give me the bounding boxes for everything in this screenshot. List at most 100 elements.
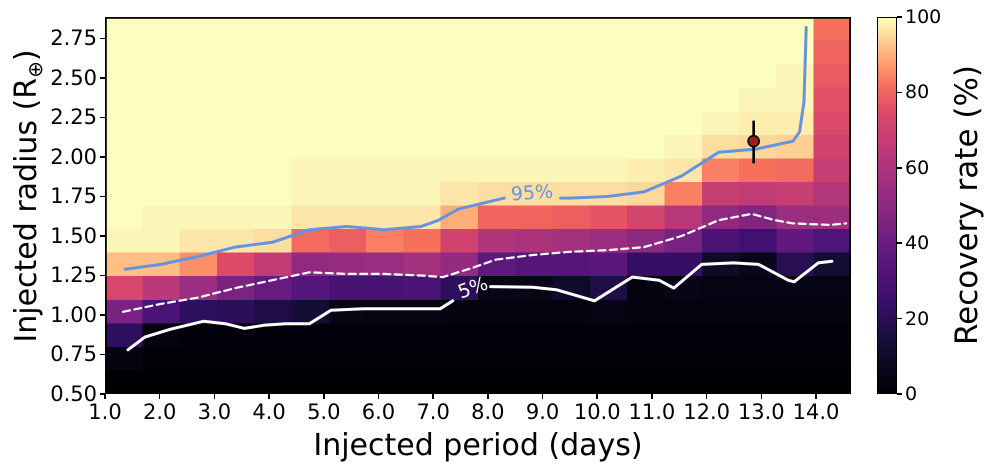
heatmap-cell xyxy=(515,181,554,207)
heatmap-cell xyxy=(664,299,703,324)
heatmap-cell xyxy=(105,346,143,372)
y-tick-mark xyxy=(100,77,105,79)
heatmap-cell xyxy=(254,134,293,159)
heatmap-cell xyxy=(440,229,479,254)
x-tick-label: 11.0 xyxy=(628,400,676,424)
heatmap-cell xyxy=(105,64,143,89)
heatmap-cell xyxy=(142,276,181,301)
heatmap-cell xyxy=(179,87,218,112)
colorbar-tick-mark xyxy=(897,167,902,169)
heatmap-cell xyxy=(291,40,330,65)
heatmap-cell xyxy=(701,158,740,183)
heatmap-cell xyxy=(739,276,777,301)
heatmap-cell xyxy=(478,229,516,254)
x-tick-mark xyxy=(323,394,325,399)
heatmap-cell xyxy=(701,323,740,348)
heatmap-cell xyxy=(254,252,293,277)
heatmap-cell xyxy=(478,40,516,65)
heatmap-cell xyxy=(179,276,218,301)
y-axis-label-close: ) xyxy=(9,49,44,62)
heatmap-cell xyxy=(440,87,479,112)
heatmap-cell xyxy=(105,370,143,394)
heatmap-cell xyxy=(179,64,218,89)
heatmap-cell xyxy=(739,346,777,372)
heatmap-cell xyxy=(701,346,740,372)
contour-line-95 xyxy=(123,196,506,271)
heatmap-cell xyxy=(739,40,777,65)
heatmap-cell xyxy=(664,370,703,394)
heatmap-cell xyxy=(105,87,143,112)
heatmap-cell xyxy=(478,17,516,42)
heatmap-cell xyxy=(478,134,516,159)
heatmap-cell xyxy=(701,64,740,89)
x-tick-label: 7.0 xyxy=(416,400,450,424)
heatmap-cell xyxy=(403,158,442,183)
x-axis-label: Injected period (days) xyxy=(313,428,643,463)
heatmap-cell xyxy=(403,111,442,136)
heatmap-cell xyxy=(813,87,851,112)
colorbar-tick-label: 100 xyxy=(905,6,942,28)
x-tick-mark xyxy=(651,394,653,399)
heatmap-cell xyxy=(403,17,442,42)
x-tick-label: 1.0 xyxy=(88,400,122,424)
heatmap-cell xyxy=(403,346,442,372)
heatmap-cell xyxy=(216,346,255,372)
heatmap-cell xyxy=(776,252,815,277)
heatmap-cell xyxy=(589,252,628,277)
heatmap-cell xyxy=(627,252,666,277)
heatmap-cell xyxy=(179,323,218,348)
heatmap-cell xyxy=(403,64,442,89)
heatmap-cell xyxy=(515,158,554,183)
y-tick-label: 1.25 xyxy=(50,263,97,288)
heatmap-cell xyxy=(478,346,516,372)
heatmap-cell xyxy=(142,111,181,136)
heatmap-cell xyxy=(627,229,666,254)
heatmap-cell xyxy=(552,370,591,394)
x-tick-mark xyxy=(541,394,544,399)
heatmap-cell xyxy=(366,299,404,324)
heatmap-cell xyxy=(478,370,516,394)
heatmap-cell xyxy=(216,87,255,112)
heatmap-cell xyxy=(589,17,628,42)
plot-border xyxy=(105,17,851,394)
colorbar-tick-mark xyxy=(897,242,902,244)
candidate-marker xyxy=(747,134,760,148)
heatmap-cell xyxy=(142,229,181,254)
heatmap-cell xyxy=(216,134,255,159)
heatmap-cell xyxy=(328,252,367,277)
y-tick-mark xyxy=(100,195,105,198)
heatmap-cell xyxy=(776,299,815,324)
heatmap-cell xyxy=(328,229,367,254)
heatmap-cell xyxy=(552,158,591,183)
heatmap-cell xyxy=(813,276,851,301)
heatmap-cell xyxy=(515,134,554,159)
heatmap-cell xyxy=(179,134,218,159)
heatmap-cell xyxy=(813,158,851,183)
heatmap-cell xyxy=(589,111,628,136)
heatmap-cell xyxy=(105,181,143,207)
colorbar-tick-mark xyxy=(897,317,902,320)
heatmap-cell xyxy=(478,323,516,348)
heatmap-cell xyxy=(142,346,181,372)
colorbar-tick-mark xyxy=(897,91,902,94)
heatmap-cell xyxy=(552,205,591,230)
heatmap-cell xyxy=(403,252,442,277)
heatmap-cell xyxy=(701,87,740,112)
heatmap-cell xyxy=(627,64,666,89)
heatmap-cell xyxy=(216,64,255,89)
heatmap-cell xyxy=(664,64,703,89)
heatmap-cell xyxy=(142,64,181,89)
heatmap-cell xyxy=(403,370,442,394)
heatmap-cell xyxy=(589,64,628,89)
x-tick-label: 8.0 xyxy=(471,400,505,424)
heatmap-cell xyxy=(366,111,404,136)
heatmap-cell xyxy=(552,229,591,254)
heatmap-cell xyxy=(664,134,703,159)
heatmap-cell xyxy=(366,229,404,254)
heatmap-cell xyxy=(589,205,628,230)
heatmap-cell xyxy=(739,205,777,230)
y-tick-label: 1.00 xyxy=(50,302,97,327)
heatmap-cell xyxy=(291,205,330,230)
x-tick-mark xyxy=(268,394,270,399)
x-tick-mark xyxy=(705,394,708,399)
